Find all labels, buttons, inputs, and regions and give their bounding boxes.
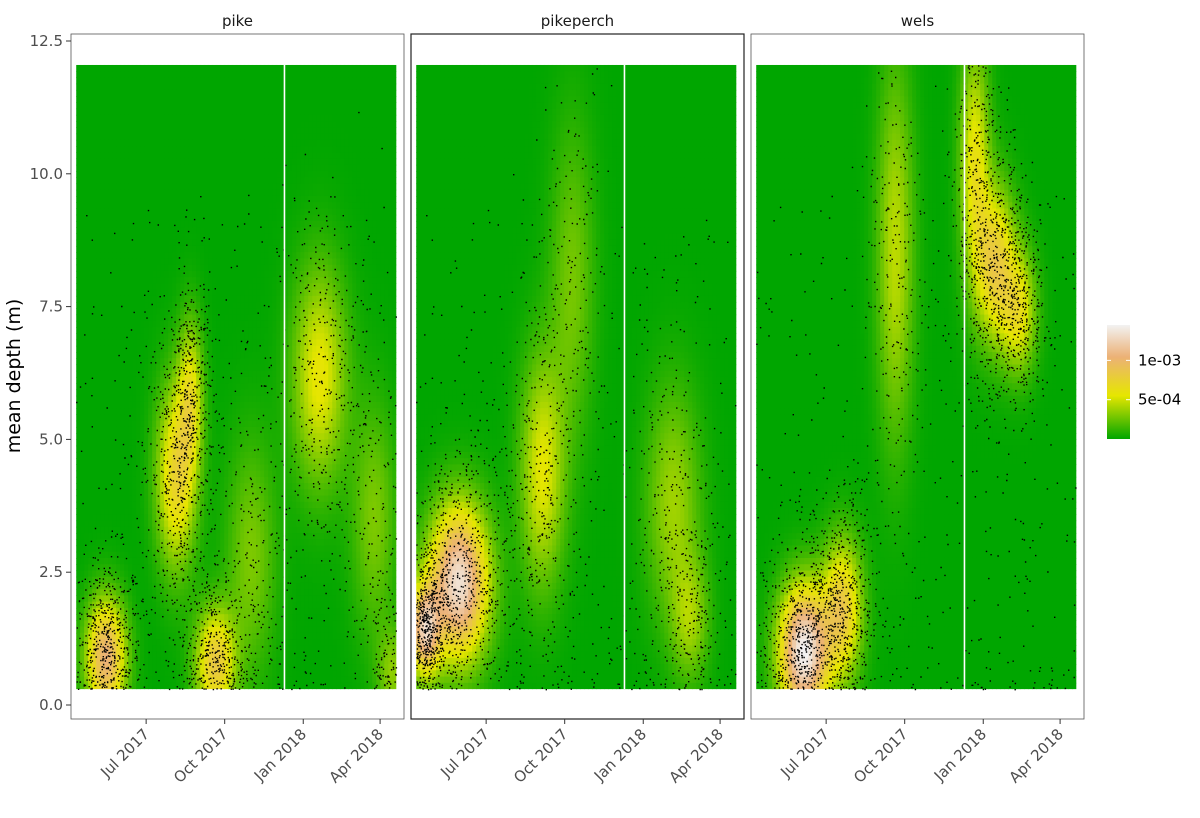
x-tick-label: Jul 2017 <box>96 725 153 782</box>
y-tick-label: 2.5 <box>39 563 63 581</box>
x-tick-label: Jan 2018 <box>590 725 650 785</box>
panel-border-pikeperch <box>410 33 745 720</box>
x-tick-label: Jul 2017 <box>776 725 833 782</box>
x-tick-label: Oct 2017 <box>510 725 571 786</box>
density-raster-wels <box>756 64 1077 690</box>
density-raster-pike <box>76 64 397 690</box>
panel-pikeperch: pikeperch Jul 2017 Oct 2017 Jan 2018 Apr 201… <box>410 12 745 787</box>
panel-border-wels <box>750 33 1085 720</box>
panel-wels: wels Jul 2017 Oct 2017 Jan 2018 Apr 2018 <box>750 12 1085 787</box>
detections-pike <box>76 111 398 691</box>
legend: 1e-03 5e-04 <box>1107 325 1181 439</box>
y-tick-label: 7.5 <box>39 298 63 316</box>
x-tick-label: Jan 2018 <box>250 725 310 785</box>
y-axis: 0.0 2.5 5.0 7.5 10.0 12.5 <box>30 32 71 714</box>
y-axis-title: mean depth (m) <box>3 299 25 454</box>
y-tick-label: 0.0 <box>39 696 63 714</box>
x-tick-label: Jan 2018 <box>930 725 990 785</box>
x-tick-label: Jul 2017 <box>436 725 493 782</box>
legend-colorbar <box>1107 325 1130 439</box>
x-tick-label: Apr 2018 <box>325 725 386 786</box>
density-raster-pikeperch <box>416 64 737 690</box>
panel-border-pike <box>70 33 405 720</box>
legend-label: 1e-03 <box>1138 351 1181 369</box>
legend-label: 5e-04 <box>1138 391 1181 409</box>
panel-pike: pike Jul 2017 Oct 2017 Jan 2018 Apr 2018 <box>70 12 405 787</box>
panel-title-pike: pike <box>222 12 253 30</box>
panel-title-wels: wels <box>901 12 935 30</box>
y-tick-label: 12.5 <box>30 32 63 50</box>
y-tick-label: 10.0 <box>30 165 63 183</box>
panel-title-pikeperch: pikeperch <box>541 12 614 30</box>
detections-pikeperch <box>416 68 737 691</box>
x-tick-label: Apr 2018 <box>1005 725 1066 786</box>
x-tick-label: Oct 2017 <box>170 725 231 786</box>
y-tick-label: 5.0 <box>39 430 63 448</box>
x-tick-label: Oct 2017 <box>850 725 911 786</box>
x-tick-label: Apr 2018 <box>665 725 726 786</box>
